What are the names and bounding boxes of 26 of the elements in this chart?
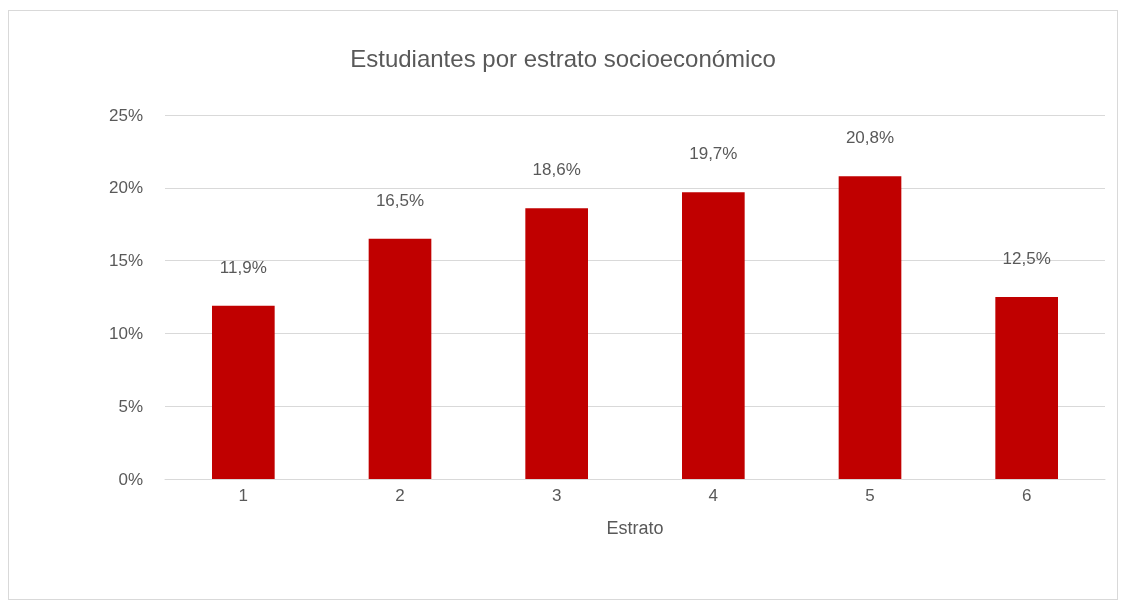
- y-tick-label: 25%: [108, 105, 143, 125]
- bar: [838, 176, 902, 479]
- x-tick-label: 5: [865, 486, 875, 505]
- x-tick-label: 3: [551, 486, 562, 505]
- x-tick-label: 1: [238, 486, 249, 505]
- chart-title: Estudiantes por estrato socioeconómico: [350, 44, 776, 72]
- bar: [525, 208, 588, 479]
- data-label: 18,6%: [532, 160, 581, 180]
- x-axis-title: Estrato: [606, 518, 664, 538]
- data-label: 11,9%: [219, 257, 267, 277]
- bar: [682, 192, 745, 479]
- x-tick-label: 4: [708, 486, 719, 505]
- bar: [212, 305, 275, 479]
- bar: [995, 297, 1058, 479]
- bar: [368, 238, 432, 479]
- x-tick-label: 2: [395, 486, 405, 505]
- data-label: 19,7%: [689, 144, 738, 164]
- data-label: 20,8%: [845, 128, 895, 148]
- data-label: 12,5%: [1002, 249, 1051, 268]
- x-tick-label: 6: [1021, 486, 1032, 505]
- y-tick-label: 10%: [108, 323, 143, 343]
- data-label: 16,5%: [375, 190, 425, 210]
- y-tick-label: 0%: [118, 469, 143, 489]
- y-tick-label: 20%: [108, 178, 143, 198]
- y-tick-label: 15%: [108, 251, 143, 271]
- y-tick-label: 5%: [118, 396, 143, 416]
